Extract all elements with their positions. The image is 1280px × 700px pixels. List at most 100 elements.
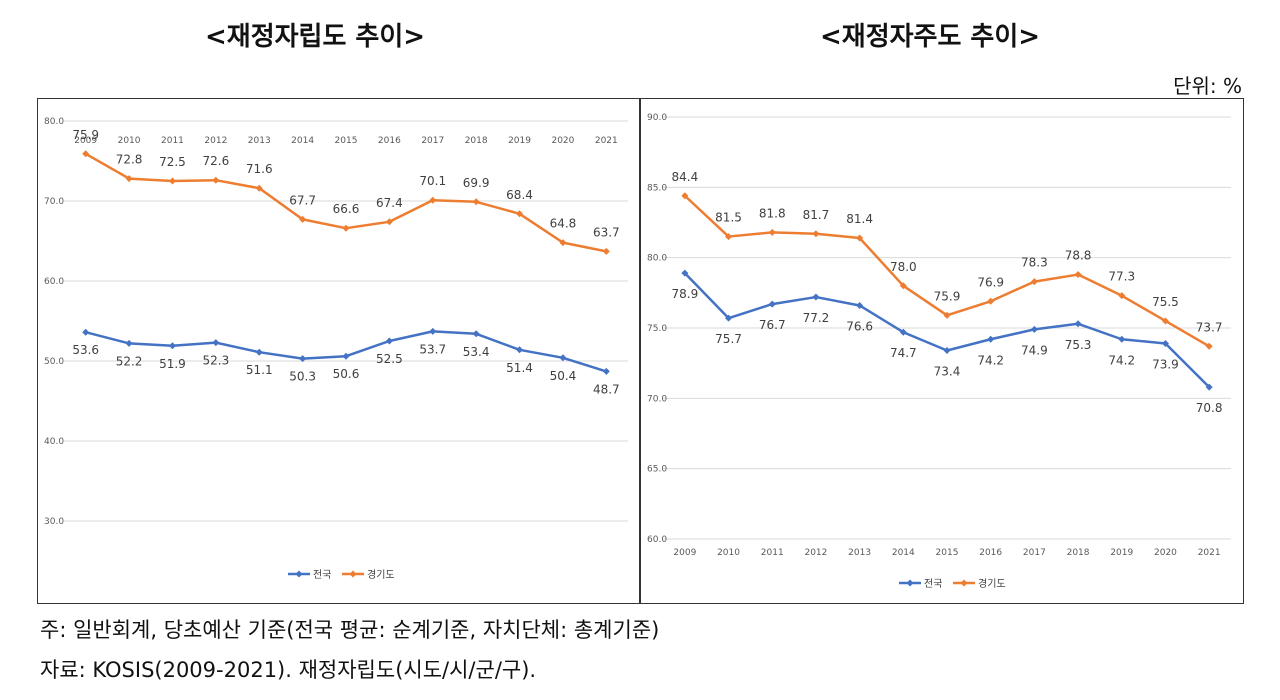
x-tick-label: 2013 [848, 548, 871, 558]
x-tick-label: 2015 [936, 548, 959, 558]
chart-self-reliance: 30.0 40.0 50.0 60.0 70.0 80.0 2009 2010 2011 2012… [44, 117, 628, 581]
data-point-gyeonggi [559, 239, 567, 247]
x-tick-label: 2017 [1023, 548, 1046, 558]
data-label: 74.9 [1021, 343, 1048, 357]
data-label: 75.3 [1065, 338, 1092, 352]
data-label: 74.2 [977, 353, 1004, 367]
y-tick-label: 70.0 [647, 394, 667, 404]
data-point-gyeonggi [472, 198, 480, 206]
data-label: 67.4 [376, 196, 403, 210]
data-label: 64.8 [550, 217, 577, 231]
data-label: 81.8 [759, 206, 786, 220]
data-point-gyeonggi [1030, 278, 1038, 286]
data-label: 52.3 [202, 354, 229, 368]
y-tick-label: 90.0 [647, 113, 667, 123]
data-label: 74.7 [890, 346, 917, 360]
data-label: 75.9 [934, 289, 961, 303]
data-point-national [899, 328, 907, 336]
data-point-national [385, 337, 393, 345]
x-tick-label: 2019 [1110, 548, 1133, 558]
source-note: 자료: KOSIS(2009-2021). 재정자립도(시도/시/군/구). [40, 658, 537, 682]
chart-title-autonomy: <재정자주도 추이> [820, 22, 1041, 52]
unit-label: 단위: % [1173, 74, 1242, 98]
data-label: 63.7 [593, 225, 620, 239]
data-label: 75.7 [715, 332, 742, 346]
data-point-gyeonggi [987, 297, 995, 305]
footnote: 주: 일반회계, 당초예산 기준(전국 평균: 순계기준, 자치단체: 총계기준… [40, 618, 660, 642]
data-point-national [212, 339, 220, 347]
data-point-national [1030, 325, 1038, 333]
data-point-national [725, 314, 733, 322]
data-label: 52.2 [116, 354, 143, 368]
x-tick-label: 2011 [161, 136, 184, 146]
data-point-gyeonggi [1161, 317, 1169, 325]
data-label: 81.7 [803, 208, 830, 222]
data-label: 51.9 [159, 357, 186, 371]
data-point-national [255, 348, 263, 356]
data-point-gyeonggi [1205, 342, 1213, 350]
data-point-national [1161, 339, 1169, 347]
y-tick-label: 80.0 [647, 254, 667, 264]
data-point-national [429, 327, 437, 335]
legend-marker [295, 570, 303, 578]
x-tick-label: 2012 [804, 548, 827, 558]
data-point-gyeonggi [516, 210, 524, 218]
data-point-gyeonggi [725, 233, 733, 241]
data-label: 78.8 [1065, 249, 1092, 263]
x-tick-label: 2015 [335, 136, 358, 146]
chart-title-self-reliance: <재정자립도 추이> [205, 22, 426, 52]
data-point-national [856, 301, 864, 309]
data-label: 48.7 [593, 382, 620, 396]
data-point-gyeonggi [255, 184, 263, 192]
data-label: 51.1 [246, 363, 273, 377]
data-label: 72.6 [202, 154, 229, 168]
y-tick-label: 60.0 [647, 535, 667, 545]
data-point-national [812, 293, 820, 301]
data-point-gyeonggi [812, 230, 820, 238]
data-point-national [559, 354, 567, 362]
x-tick-label: 2017 [421, 136, 444, 146]
data-point-national [1205, 383, 1213, 391]
x-tick-label: 2021 [1198, 548, 1221, 558]
data-label: 74.2 [1108, 353, 1135, 367]
data-label: 71.6 [246, 162, 273, 176]
data-point-gyeonggi [429, 196, 437, 204]
data-point-gyeonggi [1074, 271, 1082, 279]
y-tick-label: 60.0 [44, 277, 64, 287]
data-label: 78.9 [671, 287, 698, 301]
data-label: 84.4 [671, 170, 698, 184]
data-label: 77.3 [1108, 270, 1135, 284]
data-label: 73.9 [1152, 357, 1179, 371]
legend-marker [960, 579, 968, 587]
x-tick-label: 2016 [378, 136, 401, 146]
data-point-gyeonggi [168, 177, 176, 185]
data-label: 50.3 [289, 370, 316, 384]
x-tick-label: 2011 [761, 548, 784, 558]
data-point-gyeonggi [125, 175, 133, 183]
data-point-national [125, 339, 133, 347]
data-label: 76.9 [977, 275, 1004, 289]
x-tick-label: 2018 [465, 136, 488, 146]
legend-label: 전국 [313, 569, 331, 581]
y-tick-label: 80.0 [44, 117, 64, 127]
y-tick-label: 40.0 [44, 437, 64, 447]
legend-label: 경기도 [367, 568, 395, 581]
data-label: 73.7 [1196, 320, 1223, 334]
x-tick-label: 2010 [717, 548, 740, 558]
legend-marker [349, 570, 357, 578]
data-point-national [681, 269, 689, 277]
data-label: 50.4 [550, 369, 577, 383]
data-point-national [987, 335, 995, 343]
data-label: 66.6 [333, 202, 360, 216]
data-point-national [168, 342, 176, 350]
x-tick-label: 2013 [248, 136, 271, 146]
data-point-gyeonggi [602, 247, 610, 255]
data-point-national [943, 347, 951, 355]
data-label: 76.7 [759, 318, 786, 332]
chart-panel-autonomy: 60.0 65.0 70.0 75.0 80.0 85.0 90.0 2009 2010 2011… [640, 98, 1244, 604]
y-tick-label: 70.0 [44, 197, 64, 207]
data-label: 77.2 [803, 311, 830, 325]
y-tick-label: 75.0 [647, 324, 667, 334]
data-label: 68.4 [506, 188, 533, 202]
data-point-gyeonggi [899, 282, 907, 290]
